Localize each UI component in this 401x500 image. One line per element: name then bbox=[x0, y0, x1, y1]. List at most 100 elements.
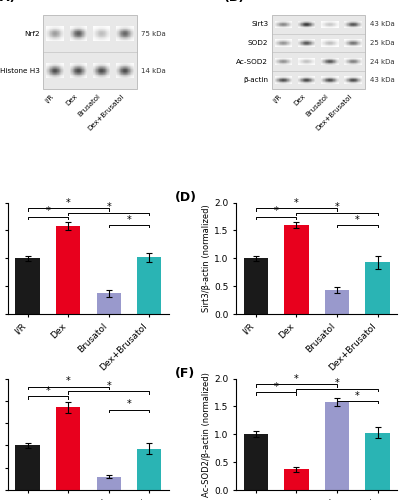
Text: SOD2: SOD2 bbox=[248, 40, 268, 46]
Polygon shape bbox=[100, 68, 101, 70]
Polygon shape bbox=[47, 30, 48, 32]
Polygon shape bbox=[62, 38, 63, 39]
Polygon shape bbox=[57, 72, 58, 73]
Polygon shape bbox=[83, 32, 84, 33]
Polygon shape bbox=[85, 36, 86, 38]
Polygon shape bbox=[82, 38, 83, 39]
Polygon shape bbox=[95, 77, 96, 78]
Polygon shape bbox=[131, 70, 132, 71]
Polygon shape bbox=[126, 39, 127, 40]
Polygon shape bbox=[79, 77, 80, 78]
Polygon shape bbox=[132, 65, 133, 66]
Polygon shape bbox=[93, 68, 94, 70]
Polygon shape bbox=[130, 27, 131, 28]
Polygon shape bbox=[130, 70, 131, 71]
Polygon shape bbox=[97, 66, 98, 67]
Polygon shape bbox=[96, 70, 97, 71]
Polygon shape bbox=[127, 68, 128, 70]
Polygon shape bbox=[81, 64, 82, 65]
Polygon shape bbox=[72, 36, 73, 38]
Polygon shape bbox=[48, 27, 49, 28]
Polygon shape bbox=[50, 71, 51, 72]
Polygon shape bbox=[106, 64, 107, 65]
Polygon shape bbox=[52, 26, 53, 27]
Polygon shape bbox=[129, 30, 130, 32]
Polygon shape bbox=[63, 64, 64, 65]
Polygon shape bbox=[52, 27, 53, 28]
Polygon shape bbox=[102, 76, 103, 77]
Polygon shape bbox=[128, 40, 129, 41]
Polygon shape bbox=[74, 34, 75, 35]
Polygon shape bbox=[122, 34, 123, 35]
Polygon shape bbox=[106, 36, 107, 38]
Polygon shape bbox=[98, 39, 99, 40]
Polygon shape bbox=[78, 71, 79, 72]
Polygon shape bbox=[54, 71, 55, 72]
Polygon shape bbox=[49, 34, 50, 35]
Polygon shape bbox=[131, 35, 132, 36]
Polygon shape bbox=[54, 39, 55, 40]
Polygon shape bbox=[124, 38, 125, 39]
Polygon shape bbox=[109, 30, 110, 32]
Polygon shape bbox=[55, 28, 56, 29]
Polygon shape bbox=[55, 26, 56, 27]
Polygon shape bbox=[77, 35, 78, 36]
Polygon shape bbox=[123, 26, 124, 27]
Polygon shape bbox=[70, 33, 71, 34]
Polygon shape bbox=[47, 27, 48, 28]
Polygon shape bbox=[120, 73, 121, 74]
Polygon shape bbox=[118, 67, 119, 68]
Polygon shape bbox=[50, 32, 51, 33]
Polygon shape bbox=[82, 73, 83, 74]
Polygon shape bbox=[124, 36, 125, 38]
Polygon shape bbox=[70, 74, 71, 76]
Polygon shape bbox=[126, 35, 127, 36]
Polygon shape bbox=[77, 34, 78, 35]
Polygon shape bbox=[125, 71, 126, 72]
Polygon shape bbox=[85, 76, 86, 77]
Polygon shape bbox=[124, 32, 125, 33]
Polygon shape bbox=[117, 67, 118, 68]
Polygon shape bbox=[82, 74, 83, 76]
Polygon shape bbox=[76, 35, 77, 36]
Polygon shape bbox=[128, 73, 129, 74]
Polygon shape bbox=[96, 66, 97, 67]
Polygon shape bbox=[58, 39, 59, 40]
Polygon shape bbox=[49, 27, 50, 28]
Polygon shape bbox=[127, 77, 128, 78]
Polygon shape bbox=[53, 71, 54, 72]
Polygon shape bbox=[100, 66, 101, 67]
Polygon shape bbox=[47, 36, 48, 38]
Polygon shape bbox=[81, 35, 82, 36]
Polygon shape bbox=[129, 77, 130, 78]
Polygon shape bbox=[121, 32, 122, 33]
Polygon shape bbox=[119, 32, 120, 33]
Polygon shape bbox=[80, 35, 81, 36]
Polygon shape bbox=[120, 76, 121, 77]
Polygon shape bbox=[58, 30, 59, 32]
Polygon shape bbox=[125, 35, 126, 36]
Polygon shape bbox=[53, 33, 54, 34]
Polygon shape bbox=[120, 30, 121, 32]
Polygon shape bbox=[55, 66, 56, 67]
Polygon shape bbox=[80, 71, 81, 72]
Polygon shape bbox=[85, 40, 86, 41]
Polygon shape bbox=[46, 26, 47, 27]
Polygon shape bbox=[116, 77, 117, 78]
Polygon shape bbox=[118, 40, 119, 41]
Polygon shape bbox=[71, 40, 72, 41]
Polygon shape bbox=[99, 38, 100, 39]
Polygon shape bbox=[82, 67, 83, 68]
Polygon shape bbox=[51, 34, 52, 35]
Polygon shape bbox=[129, 74, 130, 76]
Polygon shape bbox=[84, 28, 85, 29]
Polygon shape bbox=[105, 27, 106, 28]
Polygon shape bbox=[97, 74, 98, 76]
Polygon shape bbox=[62, 34, 63, 35]
Polygon shape bbox=[78, 73, 79, 74]
Polygon shape bbox=[51, 64, 52, 65]
Polygon shape bbox=[123, 77, 124, 78]
Polygon shape bbox=[74, 74, 75, 76]
Polygon shape bbox=[100, 30, 101, 32]
Polygon shape bbox=[119, 39, 120, 40]
